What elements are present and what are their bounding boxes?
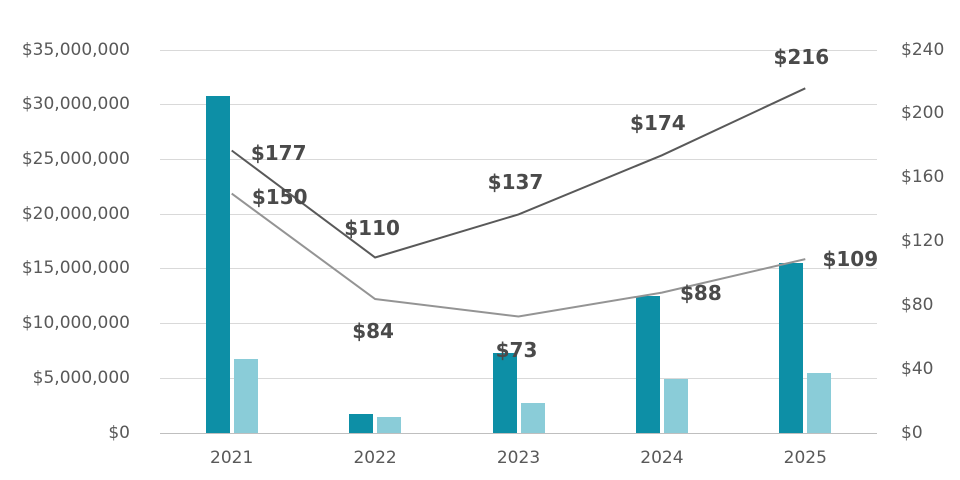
dark-teal-bars-2022 (349, 413, 374, 433)
light-gray-line-label-2024: $88 (680, 280, 722, 305)
light-teal-bars-2022 (377, 417, 402, 433)
light-teal-bars-2023 (520, 403, 545, 433)
dark-teal-bars-2021 (205, 95, 230, 433)
x-axis-category-label: 2021 (210, 448, 254, 468)
gridline (160, 377, 877, 379)
left-axis-tick-label: $0 (108, 422, 130, 443)
light-gray-line-label-2023: $73 (495, 337, 538, 362)
x-axis-category-label: 2024 (640, 448, 684, 468)
left-axis-tick-label: $35,000,000 (21, 39, 130, 60)
left-axis-tick-label: $10,000,000 (21, 313, 130, 334)
gridline (160, 323, 877, 325)
left-axis-tick-label: $15,000,000 (21, 258, 130, 279)
light-teal-bars-2024 (663, 379, 688, 433)
right-axis-tick-label: $160 (901, 167, 945, 188)
left-axis-tick-label: $30,000,000 (21, 94, 130, 115)
dark-gray-line-label-2024: $174 (630, 111, 686, 136)
right-axis-tick-label: $0 (901, 422, 923, 443)
x-axis-line (160, 432, 877, 434)
light-gray-line-label-2025: $109 (822, 247, 879, 272)
right-axis-tick-label: $200 (901, 103, 945, 124)
gridline (160, 104, 877, 106)
dark-gray-line-label-2022: $110 (344, 216, 400, 241)
gridline (160, 49, 877, 51)
light-gray-line-label-2021: $150 (251, 184, 308, 209)
dark-gray-line-label-2025: $216 (773, 45, 830, 70)
left-axis-tick-label: $20,000,000 (21, 203, 130, 224)
right-axis-tick-label: $240 (901, 39, 945, 60)
dark-teal-bars-2023 (492, 353, 517, 433)
dark-teal-bars-2025 (779, 263, 804, 433)
gridline (160, 268, 877, 270)
x-axis-category-label: 2023 (496, 448, 541, 468)
dark-gray-line-label-2021: $177 (250, 140, 307, 165)
light-teal-bars-2025 (807, 372, 832, 433)
left-axis-tick-label: $5,000,000 (32, 367, 130, 388)
right-axis-tick-label: $40 (901, 358, 934, 379)
right-axis-tick-label: $80 (901, 294, 934, 315)
dark-teal-bars-2024 (635, 296, 660, 433)
light-teal-bars-2021 (233, 358, 258, 433)
x-axis-category-label: 2022 (353, 448, 397, 468)
light-gray-line-label-2022: $84 (352, 318, 394, 343)
gridline (160, 213, 877, 215)
left-axis-tick-label: $25,000,000 (21, 148, 130, 169)
right-axis-tick-label: $120 (901, 231, 945, 251)
x-axis-category-label: 2025 (783, 448, 827, 468)
dark-gray-line-label-2023: $137 (487, 170, 544, 195)
